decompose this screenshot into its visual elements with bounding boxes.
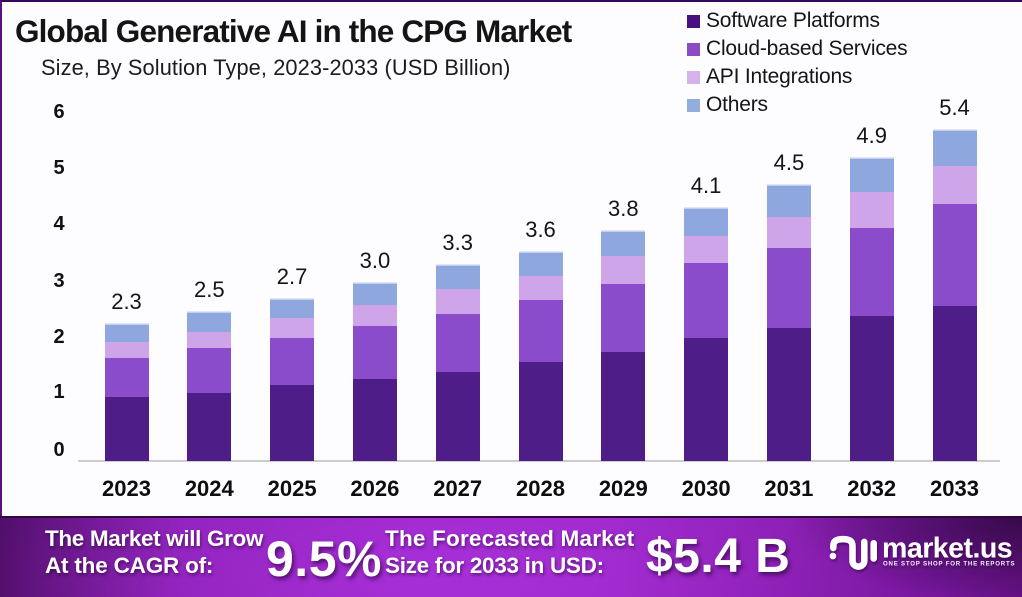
- svg-text:ONE STOP SHOP FOR THE REPORTS: ONE STOP SHOP FOR THE REPORTS: [883, 561, 1015, 568]
- svg-text:market.us: market.us: [882, 533, 1012, 565]
